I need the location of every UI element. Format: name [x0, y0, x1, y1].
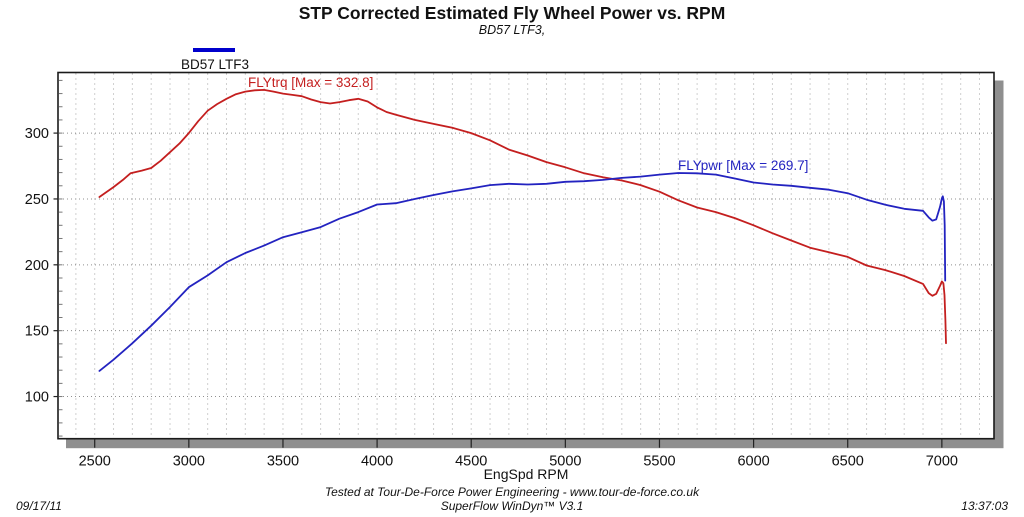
plot-area: 100 150 200 250 300 2500 3000 3500 4000 4500 5000 5… — [25, 71, 1004, 470]
y-tick-label: 150 — [25, 324, 49, 340]
x-tick-label: 5000 — [549, 454, 581, 470]
page-subtitle: BD57 LTF3, — [479, 23, 545, 37]
page-title: STP Corrected Estimated Fly Wheel Power … — [299, 3, 726, 23]
x-tick-label: 4000 — [361, 454, 393, 470]
chart-legend: BD57 LTF3 — [181, 48, 249, 72]
x-tick-label: 5500 — [643, 454, 675, 470]
y-tick-label: 250 — [25, 192, 49, 208]
legend-label: BD57 LTF3 — [181, 57, 249, 72]
series-line-flytrq — [98, 89, 947, 345]
x-tick-label: 3500 — [267, 454, 299, 470]
footer-software-version: SuperFlow WinDyn™ V3.1 — [441, 499, 584, 513]
y-tick-label: 200 — [25, 258, 49, 274]
x-tick-label: 3000 — [173, 454, 205, 470]
y-tick-label: 300 — [25, 126, 49, 142]
y-tick-label: 100 — [25, 390, 49, 406]
x-tick-label: 2500 — [79, 454, 111, 470]
plot-frame — [57, 71, 995, 440]
footer-time: 13:37:03 — [961, 499, 1008, 513]
x-tick-label: 7000 — [926, 454, 958, 470]
x-tick-label: 6500 — [832, 454, 864, 470]
footer-date: 09/17/11 — [16, 499, 62, 513]
legend-swatch-flypwr — [193, 48, 235, 52]
flypwr-max-label: FLYpwr [Max = 269.7] — [678, 158, 808, 173]
footer-tested-at: Tested at Tour-De-Force Power Engineerin… — [325, 485, 700, 499]
series-line-flypwr — [98, 172, 947, 372]
x-tick-label: 4500 — [455, 454, 487, 470]
flytrq-max-label: FLYtrq [Max = 332.8] — [248, 75, 373, 90]
x-axis-label: EngSpd RPM — [484, 466, 569, 482]
x-tick-label: 6000 — [737, 454, 769, 470]
